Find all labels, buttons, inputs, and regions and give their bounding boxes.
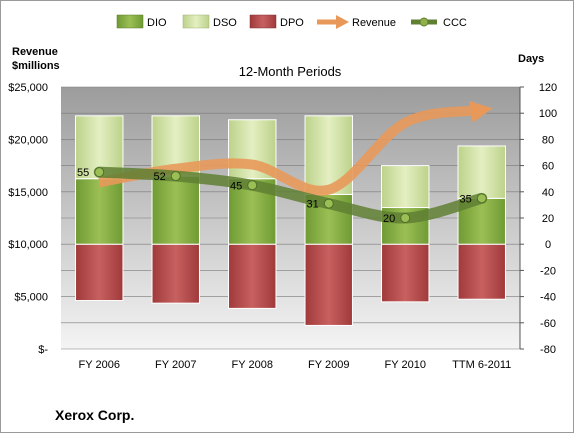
legend-item-dio: DIO <box>116 14 167 29</box>
legend-item-dpo: DPO <box>249 14 304 29</box>
ccc-point <box>170 171 181 182</box>
gridlines <box>61 86 520 350</box>
ccc-data-label: 55 <box>77 167 89 179</box>
legend-label-revenue: Revenue <box>352 17 396 29</box>
chart-title: 12-Month Periods <box>239 64 342 79</box>
legend-label-dio: DIO <box>147 17 167 29</box>
ccc-line <box>93 166 488 224</box>
category-label: FY 2007 <box>155 359 196 371</box>
category-label: FY 2008 <box>232 359 273 371</box>
ccc-data-label: 31 <box>307 199 319 211</box>
left-axis-ticks: $- $5,000 $10,000 $15,000 $20,000 $25,000 <box>8 82 48 356</box>
bar-dio <box>75 178 124 245</box>
right-tick-label: 60 <box>542 161 554 173</box>
ccc-data-label: 35 <box>460 193 472 205</box>
legend-item-dso: DSO <box>182 14 237 29</box>
left-axis-title-line2: $millions <box>12 60 60 72</box>
ccc-point <box>94 167 105 178</box>
left-tick-label: $- <box>38 344 48 356</box>
ccc-point <box>400 213 411 223</box>
right-tick-label: 80 <box>542 134 554 146</box>
right-tick-label: 120 <box>539 82 557 94</box>
legend-item-ccc: CCC <box>411 17 467 29</box>
right-tick-label: -20 <box>540 265 556 277</box>
bar-dpo <box>75 243 124 302</box>
company-label: Xerox Corp. <box>55 407 134 423</box>
category-label: FY 2009 <box>308 359 349 371</box>
bar-dso <box>381 165 430 209</box>
legend-label-dpo: DPO <box>280 17 304 29</box>
bars <box>75 115 506 326</box>
right-axis-ticks: -80 -60 -40 -20 0 20 40 60 80 100 120 <box>519 82 557 356</box>
category-label: FY 2010 <box>385 359 426 371</box>
ccc-data-label: 45 <box>230 180 242 192</box>
right-tick-label: 20 <box>542 213 554 225</box>
legend-item-revenue: Revenue <box>317 15 396 29</box>
ccc-point <box>247 180 258 191</box>
category-label: TTM 6-2011 <box>452 359 511 371</box>
left-tick-label: $10,000 <box>8 239 48 251</box>
bar-dpo <box>151 243 200 304</box>
legend-label-dso: DSO <box>213 17 237 29</box>
legend: DIO DSO DPO Revenue CCC <box>116 14 467 29</box>
bar-dpo <box>228 243 277 309</box>
ccc-data-label: 52 <box>154 171 166 183</box>
left-axis-title-line1: Revenue <box>12 46 58 58</box>
left-tick-label: $25,000 <box>8 82 48 94</box>
data-labels: 55 52 45 31 20 35 <box>77 167 472 225</box>
right-tick-label: -60 <box>540 318 556 330</box>
right-tick-label: 100 <box>539 108 557 120</box>
left-tick-label: $15,000 <box>8 187 48 199</box>
lines <box>93 100 493 224</box>
right-axis-title: Days <box>518 53 544 65</box>
ccc-point <box>323 198 334 209</box>
bar-dpo <box>457 243 506 300</box>
revenue-line <box>98 100 493 196</box>
bar-dpo <box>381 243 430 303</box>
right-tick-label: 0 <box>545 239 551 251</box>
left-tick-label: $20,000 <box>8 134 48 146</box>
right-tick-label: 40 <box>542 187 554 199</box>
ccc-point <box>476 193 487 204</box>
bar-dpo <box>304 243 353 326</box>
category-axis-ticks: FY 2006 FY 2007 FY 2008 FY 2009 FY 2010 TTM 6… <box>79 359 512 371</box>
bar-dso <box>457 145 506 199</box>
legend-label-ccc: CCC <box>443 17 467 29</box>
right-tick-label: -80 <box>540 344 556 356</box>
ccc-data-label: 20 <box>383 213 395 225</box>
right-tick-label: -40 <box>540 292 556 304</box>
left-tick-label: $5,000 <box>14 292 48 304</box>
bar-dio <box>151 175 200 245</box>
category-label: FY 2006 <box>79 359 120 371</box>
